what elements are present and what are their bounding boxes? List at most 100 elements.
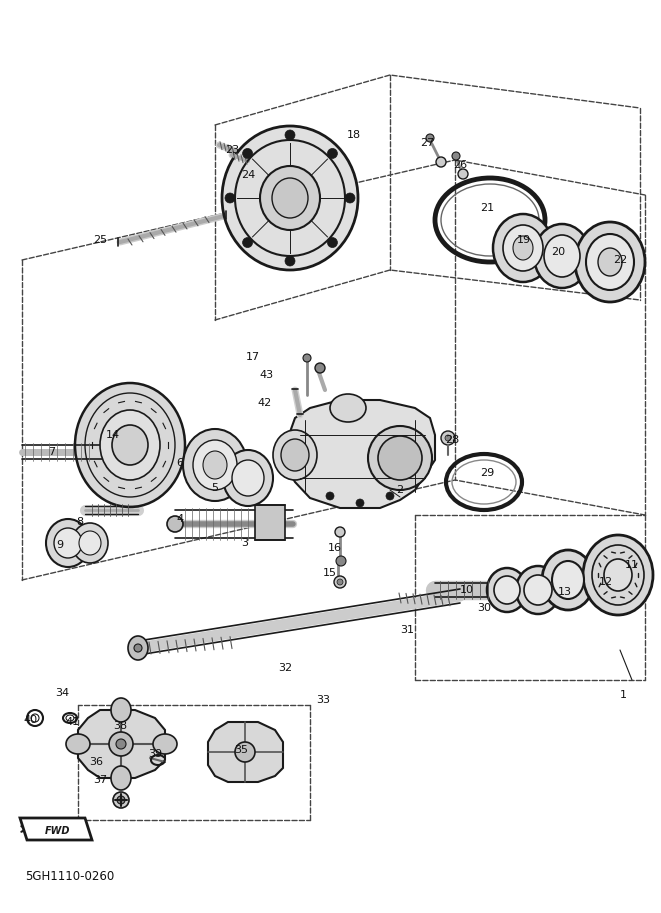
Circle shape: [326, 492, 334, 500]
Circle shape: [285, 130, 295, 140]
Text: 11: 11: [625, 560, 639, 570]
Ellipse shape: [583, 535, 653, 615]
Circle shape: [452, 152, 460, 160]
Text: 38: 38: [113, 721, 127, 731]
Text: 36: 36: [89, 757, 103, 767]
Ellipse shape: [54, 528, 82, 558]
Circle shape: [315, 363, 325, 373]
Text: 30: 30: [477, 603, 491, 613]
Ellipse shape: [542, 550, 594, 610]
Circle shape: [117, 796, 125, 804]
Text: 31: 31: [400, 625, 414, 635]
Ellipse shape: [79, 531, 101, 555]
Circle shape: [441, 431, 455, 445]
Circle shape: [235, 742, 255, 762]
Text: 26: 26: [453, 160, 467, 170]
Text: 37: 37: [93, 775, 107, 785]
Text: 17: 17: [246, 352, 260, 362]
Text: 15: 15: [323, 568, 337, 578]
Ellipse shape: [153, 734, 177, 754]
Ellipse shape: [111, 698, 131, 722]
Ellipse shape: [575, 222, 645, 302]
Text: 35: 35: [234, 745, 248, 755]
Ellipse shape: [112, 425, 148, 465]
Text: 10: 10: [460, 585, 474, 595]
Circle shape: [327, 237, 337, 247]
Ellipse shape: [368, 426, 432, 490]
Text: 6: 6: [176, 458, 184, 468]
Circle shape: [285, 256, 295, 266]
Ellipse shape: [193, 440, 237, 490]
Text: 3: 3: [241, 538, 249, 548]
Circle shape: [243, 237, 253, 247]
Text: 20: 20: [551, 247, 565, 257]
Text: 23: 23: [225, 145, 239, 155]
Text: 32: 32: [278, 663, 292, 673]
Text: 39: 39: [148, 749, 162, 759]
Text: 19: 19: [517, 235, 531, 245]
Text: 43: 43: [259, 370, 273, 380]
Ellipse shape: [493, 214, 553, 282]
Ellipse shape: [46, 519, 90, 567]
Text: 9: 9: [56, 540, 63, 550]
Text: 7: 7: [48, 447, 56, 457]
Text: 5GH1110-0260: 5GH1110-0260: [25, 869, 114, 883]
Circle shape: [445, 435, 451, 441]
Circle shape: [436, 157, 446, 167]
Text: FWD: FWD: [45, 826, 71, 836]
Ellipse shape: [222, 126, 358, 270]
Ellipse shape: [128, 636, 148, 660]
Ellipse shape: [503, 225, 543, 271]
Ellipse shape: [111, 766, 131, 790]
Polygon shape: [20, 818, 92, 840]
Ellipse shape: [66, 734, 90, 754]
Ellipse shape: [516, 566, 560, 614]
Text: 5: 5: [212, 483, 219, 493]
Circle shape: [116, 739, 126, 749]
Text: 25: 25: [93, 235, 107, 245]
Ellipse shape: [524, 575, 552, 605]
Text: 8: 8: [77, 517, 83, 527]
Ellipse shape: [534, 224, 590, 288]
Ellipse shape: [203, 451, 227, 479]
Polygon shape: [78, 710, 165, 778]
Circle shape: [327, 149, 337, 159]
Text: 4: 4: [176, 514, 184, 524]
Text: 41: 41: [65, 717, 79, 727]
Circle shape: [356, 499, 364, 507]
Text: 14: 14: [106, 430, 120, 440]
Circle shape: [243, 149, 253, 159]
Ellipse shape: [378, 436, 422, 480]
Ellipse shape: [513, 236, 533, 260]
Circle shape: [426, 134, 434, 142]
Text: 27: 27: [420, 138, 434, 148]
Polygon shape: [283, 400, 435, 508]
Ellipse shape: [544, 235, 580, 277]
Text: 21: 21: [480, 203, 494, 213]
Text: 33: 33: [316, 695, 330, 705]
Bar: [255, 505, 285, 540]
Ellipse shape: [272, 178, 308, 218]
Ellipse shape: [72, 523, 108, 563]
Circle shape: [458, 169, 468, 179]
Text: 13: 13: [558, 587, 572, 597]
Ellipse shape: [223, 450, 273, 506]
Text: 29: 29: [480, 468, 494, 478]
Ellipse shape: [281, 439, 309, 471]
Text: 28: 28: [445, 435, 459, 445]
Circle shape: [225, 193, 235, 203]
Text: 22: 22: [613, 255, 627, 265]
Ellipse shape: [100, 410, 160, 480]
Ellipse shape: [494, 576, 520, 604]
Text: 2: 2: [397, 485, 404, 495]
Text: 42: 42: [258, 398, 272, 408]
Ellipse shape: [183, 429, 247, 501]
Ellipse shape: [487, 568, 527, 612]
Ellipse shape: [586, 234, 634, 290]
Circle shape: [334, 576, 346, 588]
Text: 18: 18: [347, 130, 361, 140]
Ellipse shape: [330, 394, 366, 422]
Circle shape: [113, 792, 129, 808]
Circle shape: [167, 516, 183, 532]
Ellipse shape: [75, 383, 185, 507]
